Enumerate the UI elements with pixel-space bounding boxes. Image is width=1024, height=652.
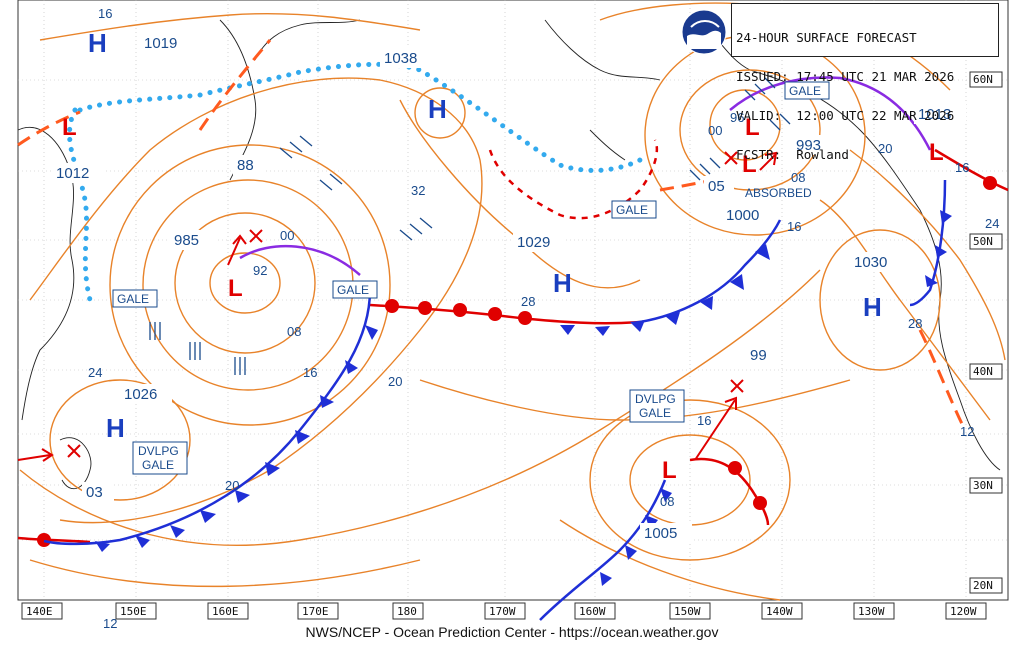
isobar-value: 12 [960,424,974,439]
lon-label: 150W [674,605,701,618]
lat-label: 40N [973,365,993,378]
isobar-value: 12 [103,616,117,631]
lon-label: 140W [766,605,793,618]
pressure-value: 1013 [918,106,951,123]
gale-warning: GALE [789,84,821,98]
isobar-value: 20 [878,141,892,156]
isobar-value: 16 [955,160,969,175]
lon-label: 170E [302,605,329,618]
high-label: H [863,292,882,322]
warm-front-bumps [37,176,997,547]
high-label: H [553,268,572,298]
pressure-value: 99 [750,347,767,364]
trough-lines [17,39,967,431]
noaa-logo [681,9,727,55]
isobar-value: 00 [708,123,722,138]
lon-label: 120W [950,605,977,618]
isobar-value: 00 [280,228,294,243]
isobar-value: 08 [287,324,301,339]
isobar-value: 28 [521,294,535,309]
gale-warning: GALE [117,292,149,306]
pressure-value: 1030 [854,254,887,271]
isobar-value: 24 [985,216,999,231]
isobar-value: 20 [388,374,402,389]
high-label: H [106,413,125,443]
pressure-value: 1038 [384,50,417,67]
lon-label: 140E [26,605,53,618]
gale-warning: GALE [337,283,369,297]
ridge-lines [67,61,643,303]
low-pressure-centers: L L L L L L [62,114,944,484]
cold-fronts [43,179,947,621]
lon-label: 170W [489,605,516,618]
low-label: L [929,139,944,166]
header-valid: VALID: 12:00 UTC 22 MAR 2026 [736,108,955,123]
isobar-value: 96 [730,110,744,125]
warning-labels: GALE GALE GALE GALE DVLPG GALE DVLPG GAL… [112,81,830,475]
isobars [19,2,1006,601]
low-label: L [662,457,677,484]
isobar-value: 92 [253,263,267,278]
pressure-value: 1012 [56,165,89,182]
lat-label: 20N [973,579,993,592]
high-label: H [88,28,107,58]
pressure-value: 1029 [517,234,550,251]
header-issued: ISSUED: 17:45 UTC 21 MAR 2026 [736,69,955,84]
pressure-value: 1005 [644,525,677,542]
lon-label: 160W [579,605,606,618]
latitude-labels: 60N 50N 40N 30N 20N [969,71,1003,594]
lon-label: 150E [120,605,147,618]
pressure-value: 03 [86,484,103,501]
pressure-value: 88 [237,157,254,174]
lon-label: 180 [397,605,417,618]
pressure-values: 1019 1038 1012 985 1029 1026 03 1030 101… [52,33,966,543]
pressure-value: 1000 [726,207,759,224]
low-label: L [228,275,243,302]
lat-label: 60N [973,73,993,86]
isobar-value: 32 [411,183,425,198]
dvlpg-warning: DVLPG [635,392,676,406]
lon-label: 130W [858,605,885,618]
high-pressure-centers: H H H H H [88,28,882,443]
pressure-value: 1019 [144,35,177,52]
gale-warning: GALE [616,203,648,217]
low-label: L [745,114,760,141]
forecast-low-x [67,151,744,458]
header-title: 24-HOUR SURFACE FORECAST [736,30,917,45]
isobar-value: 16 [697,413,711,428]
footer-credit: NWS/NCEP - Ocean Prediction Center - htt… [305,624,719,640]
low-label: L [62,114,77,141]
isobar-value: 28 [908,316,922,331]
isobar-value: 16 [303,365,317,380]
cold-front-triangles [95,210,952,586]
coastlines [17,19,1001,490]
storm-tracks [17,151,778,462]
pressure-value: 985 [174,232,199,249]
isobar-value: 20 [225,478,239,493]
forecast-header: 24-HOUR SURFACE FORECAST ISSUED: 17:45 U… [731,3,999,161]
pressure-value: 05 [708,178,725,195]
header-forecaster: FCSTR: Rowland [736,147,849,162]
absorbed-label: ABSORBED [745,186,812,200]
isobar-value: 16 [787,219,801,234]
stationary-front [488,139,659,220]
wind-barbs [149,77,791,375]
isobar-value: 16 [98,6,112,21]
low-label: L [742,151,757,178]
dvlpg-warning: DVLPG [138,444,179,458]
lon-label: 160E [212,605,239,618]
isobar-value: 08 [791,170,805,185]
isobar-value: 08 [660,494,674,509]
gale-warning: GALE [639,406,671,420]
lat-label: 50N [973,235,993,248]
high-label: H [428,94,447,124]
pressure-value: 1026 [124,386,157,403]
pressure-value: 993 [796,137,821,154]
lat-label: 30N [973,479,993,492]
longitude-labels: 140E 150E 160E 170E 180 170W 160W 150W 1… [21,602,987,620]
isobar-values: 16 92 00 08 16 20 24 28 32 20 28 24 12 1… [88,6,999,631]
isobar-value: 24 [88,365,102,380]
gale-warning: GALE [142,458,174,472]
